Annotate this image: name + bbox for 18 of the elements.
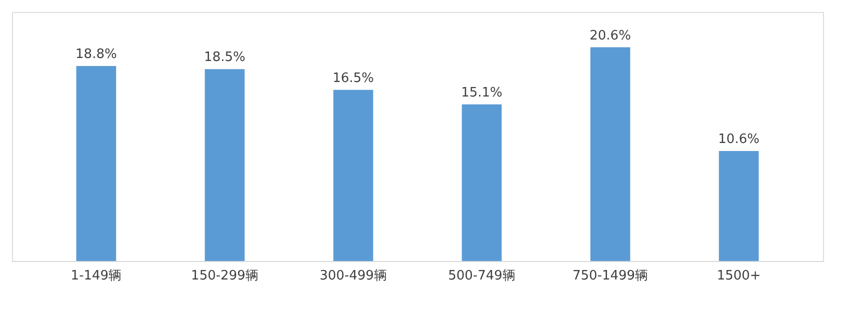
x-tick-label: 1500+ [716, 268, 761, 284]
bar [590, 47, 630, 261]
bar [333, 90, 374, 261]
bar [462, 104, 502, 261]
bar [204, 69, 245, 261]
data-label: 16.5% [332, 70, 374, 86]
x-tick-label: 500-749辆 [448, 268, 516, 284]
bar [718, 151, 759, 261]
x-tick-label: 750-1499辆 [572, 268, 648, 284]
data-label: 15.1% [461, 85, 502, 100]
x-tick-label: 150-299辆 [191, 268, 258, 284]
data-label: 20.6% [590, 28, 631, 44]
bar [76, 66, 116, 261]
data-label: 10.6% [718, 132, 760, 148]
x-tick-label: 300-499辆 [320, 268, 387, 284]
data-label: 18.8% [76, 46, 117, 62]
data-label: 18.5% [204, 50, 246, 66]
x-tick-label: 1-149辆 [70, 268, 122, 284]
